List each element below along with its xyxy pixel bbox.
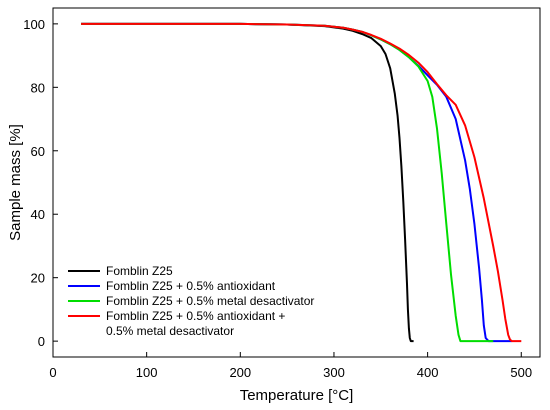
legend-label: Fomblin Z25 + 0.5% antioxidant	[106, 279, 276, 293]
y-tick-label: 60	[31, 144, 45, 159]
plot-frame	[52, 7, 541, 358]
y-tick-label: 20	[31, 271, 45, 286]
y-axis-title: Sample mass [%]	[7, 124, 24, 241]
legend-label: Fomblin Z25 + 0.5% metal desactivator	[106, 294, 314, 308]
y-tick-label: 0	[38, 334, 45, 349]
x-tick-label: 0	[49, 365, 56, 380]
series-line-4	[81, 22, 522, 343]
x-tick-label: 100	[136, 365, 158, 380]
legend-label: 0.5% metal desactivator	[106, 324, 234, 338]
x-axis: 0 100 200 300 400 500	[49, 352, 532, 380]
y-tick-label: 40	[31, 207, 45, 222]
legend-label: Fomblin Z25	[106, 264, 173, 278]
plot-lines	[81, 22, 522, 343]
x-tick-label: 500	[510, 365, 532, 380]
y-axis: 0 20 40 60 80 100	[23, 17, 58, 349]
y-tick-label: 80	[31, 80, 45, 95]
x-tick-label: 300	[323, 365, 345, 380]
legend-label: Fomblin Z25 + 0.5% antioxidant +	[106, 309, 285, 323]
y-tick-label: 100	[23, 17, 45, 32]
x-tick-label: 400	[417, 365, 439, 380]
x-axis-title: Temperature [°C]	[240, 387, 354, 404]
x-tick-label: 200	[229, 365, 251, 380]
